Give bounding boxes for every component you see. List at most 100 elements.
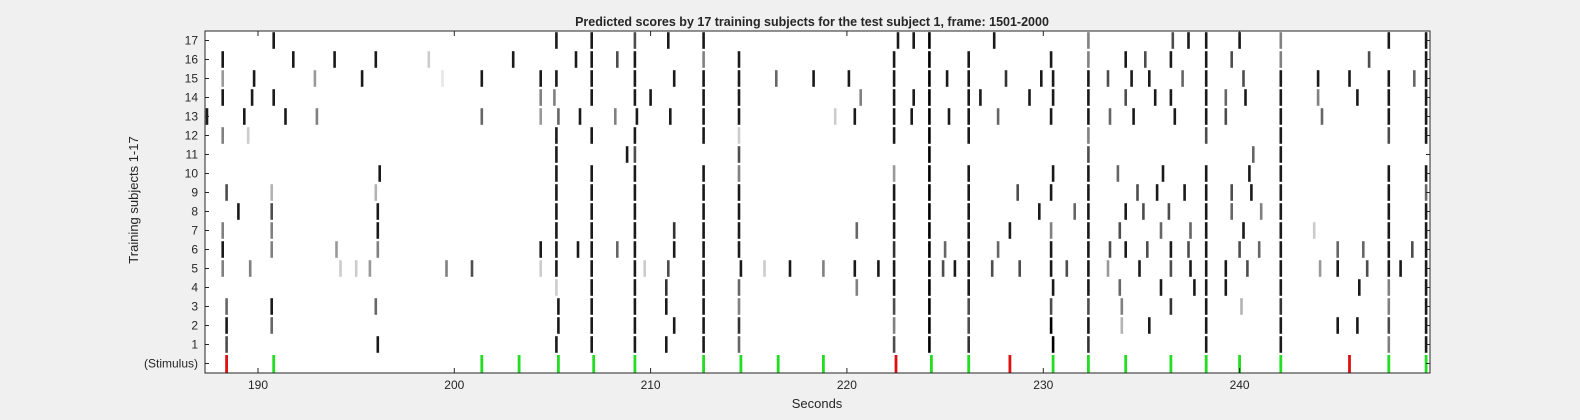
- score-mark-subject-4: [1358, 279, 1361, 296]
- score-mark-subject-13: [614, 108, 617, 125]
- score-mark-subject-4: [1087, 279, 1090, 296]
- score-mark-subject-15: [945, 70, 949, 87]
- score-mark-subject-5: [822, 260, 825, 277]
- score-mark-subject-1: [555, 336, 558, 353]
- score-mark-subject-2: [702, 317, 705, 334]
- score-mark-subject-15: [360, 70, 364, 87]
- score-mark-subject-15: [1051, 70, 1055, 87]
- score-mark-subject-12: [892, 127, 896, 144]
- score-mark-subject-1: [1051, 336, 1055, 353]
- stimulus-marker-target: [1169, 355, 1173, 373]
- stimulus-marker-target: [1204, 355, 1208, 373]
- stimulus-marker-target: [822, 355, 825, 373]
- score-mark-subject-5: [555, 260, 558, 277]
- score-mark-subject-15: [480, 70, 484, 87]
- score-mark-subject-12: [1204, 127, 1208, 144]
- score-mark-subject-5: [967, 260, 970, 277]
- score-mark-subject-4: [928, 279, 931, 296]
- score-mark-subject-14: [1316, 89, 1320, 106]
- score-mark-subject-3: [1049, 298, 1053, 315]
- stimulus-marker-target: [702, 355, 705, 373]
- score-mark-subject-17: [1187, 32, 1190, 49]
- score-mark-subject-5: [1246, 260, 1249, 277]
- score-mark-subject-10: [702, 165, 705, 182]
- score-mark-subject-3: [1240, 298, 1243, 315]
- score-mark-subject-12: [1087, 127, 1090, 144]
- score-mark-subject-6: [1146, 241, 1149, 258]
- score-mark-subject-8: [702, 203, 705, 220]
- score-mark-subject-14: [649, 89, 652, 106]
- score-mark-subject-4: [633, 279, 637, 296]
- score-mark-subject-16: [221, 51, 224, 68]
- score-mark-subject-3: [270, 298, 273, 315]
- score-mark-subject-4: [1387, 279, 1391, 296]
- score-mark-subject-2: [1279, 317, 1283, 334]
- score-mark-subject-13: [947, 108, 951, 125]
- score-mark-subject-9: [928, 184, 931, 201]
- score-mark-subject-11: [928, 146, 931, 163]
- score-mark-subject-6: [616, 241, 619, 258]
- score-mark-subject-6: [892, 241, 896, 258]
- score-mark-subject-3: [374, 298, 378, 315]
- score-mark-subject-6: [1187, 241, 1190, 258]
- score-mark-subject-9: [1230, 184, 1233, 201]
- score-mark-subject-6: [590, 241, 593, 258]
- score-mark-subject-13: [737, 108, 741, 125]
- score-mark-subject-6: [335, 241, 338, 258]
- score-mark-subject-5: [248, 260, 252, 277]
- score-mark-subject-3: [892, 298, 896, 315]
- score-mark-subject-15: [1181, 70, 1184, 87]
- score-mark-subject-16: [333, 51, 336, 68]
- score-mark-subject-9: [1136, 184, 1139, 201]
- score-mark-subject-17: [633, 32, 637, 49]
- score-mark-subject-17: [1204, 32, 1208, 49]
- score-mark-subject-15: [313, 70, 317, 87]
- score-mark-subject-6: [1087, 241, 1090, 258]
- score-mark-subject-6: [702, 241, 705, 258]
- score-mark-subject-10: [1051, 165, 1055, 182]
- score-mark-subject-13: [539, 108, 542, 125]
- score-mark-subject-16: [427, 51, 431, 68]
- score-mark-subject-6: [996, 241, 1000, 258]
- x-tick-label: 230: [1033, 378, 1053, 392]
- score-mark-subject-10: [633, 165, 637, 182]
- score-mark-subject-8: [1204, 203, 1208, 220]
- y-axis-label: Training subjects 1-17: [126, 136, 141, 263]
- score-mark-subject-7: [555, 222, 558, 239]
- score-mark-subject-3: [557, 298, 560, 315]
- score-mark-subject-8: [555, 203, 558, 220]
- score-mark-subject-10: [737, 165, 741, 182]
- score-mark-subject-14: [1204, 89, 1208, 106]
- stimulus-marker-target: [592, 355, 596, 373]
- score-mark-subject-7: [221, 222, 224, 239]
- x-tick-label: 240: [1230, 378, 1250, 392]
- score-mark-subject-6: [555, 241, 558, 258]
- score-mark-subject-7: [672, 222, 676, 239]
- score-mark-subject-1: [737, 336, 741, 353]
- score-mark-subject-1: [1279, 336, 1283, 353]
- score-mark-subject-12: [737, 127, 741, 144]
- score-mark-subject-16: [892, 51, 896, 68]
- score-mark-subject-13: [1224, 108, 1228, 125]
- score-mark-subject-13: [892, 108, 896, 125]
- score-mark-subject-4: [737, 279, 741, 296]
- score-mark-subject-15: [633, 70, 637, 87]
- score-mark-subject-1: [665, 336, 668, 353]
- score-mark-subject-11: [1279, 146, 1283, 163]
- score-mark-subject-17: [272, 32, 275, 49]
- score-mark-subject-5: [1169, 260, 1173, 277]
- score-mark-subject-7: [967, 222, 970, 239]
- score-mark-subject-1: [633, 336, 637, 353]
- score-mark-subject-7: [590, 222, 593, 239]
- score-mark-subject-15: [928, 70, 931, 87]
- score-mark-subject-12: [702, 127, 705, 144]
- score-mark-subject-17: [590, 32, 593, 49]
- score-mark-subject-14: [539, 89, 542, 106]
- score-mark-subject-11: [633, 146, 637, 163]
- score-mark-subject-12: [590, 127, 593, 144]
- score-mark-subject-14: [979, 89, 982, 106]
- score-mark-subject-17: [1279, 32, 1283, 49]
- score-mark-subject-6: [737, 241, 741, 258]
- score-mark-subject-7: [270, 222, 273, 239]
- score-mark-subject-5: [633, 260, 637, 277]
